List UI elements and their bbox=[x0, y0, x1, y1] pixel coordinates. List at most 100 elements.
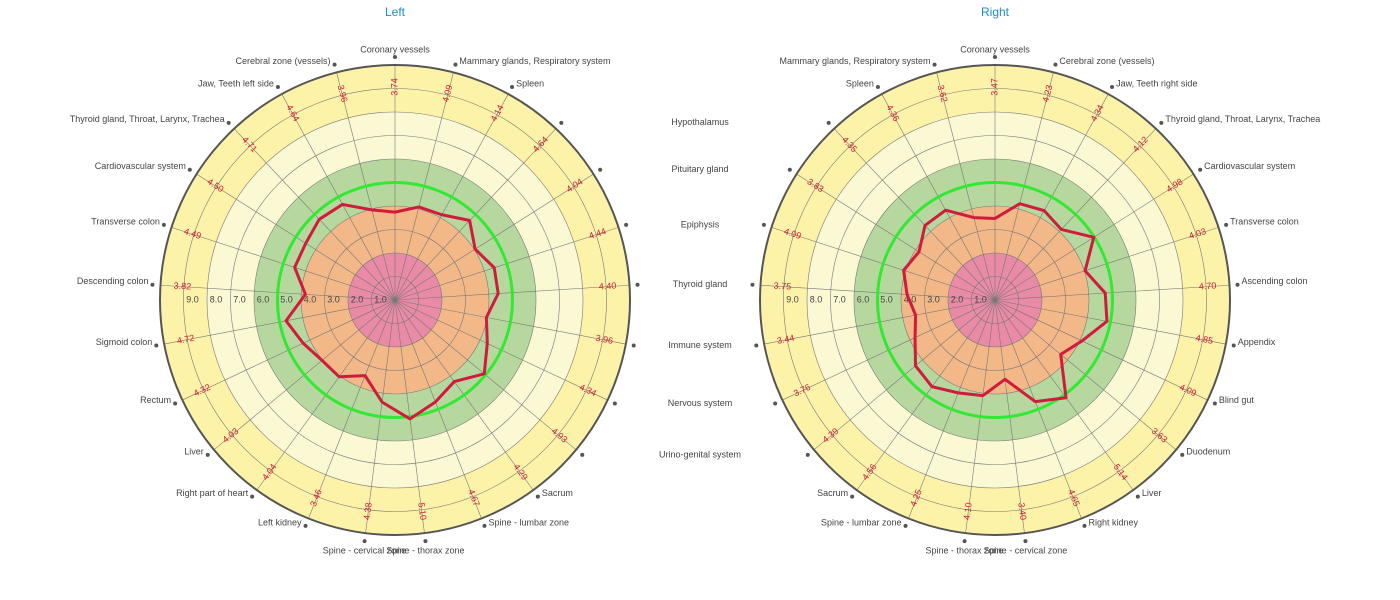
axis-dot bbox=[187, 167, 192, 172]
axis-dot bbox=[826, 120, 831, 125]
axis-dot bbox=[1135, 494, 1140, 499]
r-tick-label: 7.0 bbox=[233, 294, 246, 304]
axis-dot bbox=[205, 452, 210, 457]
axis-dot bbox=[150, 282, 155, 287]
r-tick-label: 4.0 bbox=[304, 294, 317, 304]
axis-dot bbox=[805, 452, 810, 457]
r-tick-label: 3.0 bbox=[327, 294, 340, 304]
r-tick-label: 5.0 bbox=[280, 294, 293, 304]
axis-dot bbox=[275, 85, 280, 90]
value-label: 4.23 bbox=[1040, 84, 1054, 103]
category-label: Jaw, Teeth left side bbox=[198, 78, 274, 88]
value-label: 3.47 bbox=[989, 78, 999, 96]
axis-dot bbox=[787, 167, 792, 172]
value-label: 3.96 bbox=[336, 84, 350, 103]
category-label: Thyroid gland, Throat, Larynx, Trachea bbox=[1165, 114, 1320, 124]
axis-dot bbox=[510, 85, 515, 90]
axis-dot bbox=[482, 523, 487, 528]
category-label: Sigmoid colon bbox=[96, 337, 153, 347]
category-label: Cardiovascular system bbox=[1204, 161, 1295, 171]
category-label: Transverse colon bbox=[91, 216, 160, 226]
category-label: Spine - thorax zone bbox=[926, 545, 1004, 555]
axis-dot bbox=[1159, 120, 1164, 125]
shared-category-label: Hypothalamus bbox=[671, 117, 729, 127]
category-label: Rectum bbox=[140, 395, 171, 405]
r-tick-label: 7.0 bbox=[833, 294, 846, 304]
data-line bbox=[284, 202, 500, 421]
reference-line bbox=[276, 181, 514, 419]
shared-category-label: Pituitary gland bbox=[671, 164, 728, 174]
axis-dot bbox=[612, 401, 617, 406]
category-label: Spine - lumbar zone bbox=[488, 517, 569, 527]
axis-dot bbox=[1212, 401, 1217, 406]
r-tick-label: 2.0 bbox=[351, 294, 364, 304]
value-label: 3.82 bbox=[173, 280, 191, 291]
reference-line bbox=[876, 181, 1114, 419]
shared-category-label: Epiphysis bbox=[681, 219, 720, 229]
category-label: Descending colon bbox=[77, 276, 149, 286]
value-label: 5.10 bbox=[416, 502, 428, 521]
category-label: Spleen bbox=[846, 78, 874, 88]
category-label: Liver bbox=[1142, 488, 1162, 498]
axis-dot bbox=[1180, 452, 1185, 457]
category-label: Cerebral zone (vessels) bbox=[236, 56, 331, 66]
shared-category-label: Urino-genital system bbox=[659, 449, 741, 459]
axis-dot bbox=[750, 282, 755, 287]
axis-dot bbox=[250, 494, 255, 499]
category-label: Cerebral zone (vessels) bbox=[1059, 56, 1154, 66]
category-label: Jaw, Teeth right side bbox=[1116, 78, 1197, 88]
category-label: Liver bbox=[184, 446, 204, 456]
axis-dot bbox=[423, 539, 428, 544]
category-label: Coronary vessels bbox=[360, 44, 430, 54]
axis-dot bbox=[535, 494, 540, 499]
value-label: 3.75 bbox=[773, 280, 791, 291]
value-label: 3.40 bbox=[1016, 502, 1028, 521]
r-tick-label: 8.0 bbox=[810, 294, 823, 304]
category-label: Spine - cervical zone bbox=[984, 545, 1068, 555]
category-label: Ascending colon bbox=[1242, 276, 1308, 286]
axis-dot bbox=[173, 401, 178, 406]
axis-dot bbox=[1224, 222, 1229, 227]
axis-dot bbox=[1082, 523, 1087, 528]
category-label: Mammary glands, Respiratory system bbox=[780, 56, 931, 66]
category-label: Cardiovascular system bbox=[95, 161, 186, 171]
r-tick-label: 2.0 bbox=[951, 294, 964, 304]
axis-dot bbox=[875, 85, 880, 90]
category-label: Thyroid gland, Throat, Larynx, Trachea bbox=[70, 114, 225, 124]
value-label: 4.70 bbox=[1198, 280, 1216, 291]
axis-dot bbox=[453, 62, 458, 67]
axis-dot bbox=[761, 222, 766, 227]
r-tick-label: 9.0 bbox=[786, 294, 799, 304]
axis-dot bbox=[1235, 282, 1240, 287]
shared-category-label: Nervous system bbox=[668, 398, 733, 408]
category-label: Right kidney bbox=[1088, 517, 1138, 527]
axis-dot bbox=[635, 282, 640, 287]
axis-dot bbox=[154, 343, 159, 348]
category-label: Spine - lumbar zone bbox=[821, 517, 902, 527]
r-tick-label: 3.0 bbox=[927, 294, 940, 304]
shared-category-label: Immune system bbox=[668, 340, 732, 350]
axis-dot bbox=[773, 401, 778, 406]
axis-dot bbox=[559, 120, 564, 125]
value-label: 4.09 bbox=[440, 84, 454, 103]
category-label: Mammary glands, Respiratory system bbox=[459, 56, 610, 66]
chart-title: Left bbox=[385, 5, 406, 19]
r-tick-label: 9.0 bbox=[186, 294, 199, 304]
axis-dot bbox=[1198, 167, 1203, 172]
axis-dot bbox=[393, 55, 397, 59]
axis-dot bbox=[1110, 85, 1115, 90]
axis-dot bbox=[993, 55, 997, 59]
axis-dot bbox=[598, 167, 603, 172]
value-label: 3.74 bbox=[389, 78, 399, 96]
category-label: Coronary vessels bbox=[960, 44, 1030, 54]
data-line bbox=[902, 202, 1109, 404]
axis-dot bbox=[303, 523, 308, 528]
category-label: Right part of heart bbox=[176, 488, 249, 498]
axis-dot bbox=[850, 494, 855, 499]
category-label: Blind gut bbox=[1219, 395, 1255, 405]
value-label: 3.96 bbox=[595, 333, 614, 346]
axis-dot bbox=[580, 452, 585, 457]
axis-dot bbox=[362, 539, 367, 544]
category-label: Transverse colon bbox=[1230, 216, 1299, 226]
